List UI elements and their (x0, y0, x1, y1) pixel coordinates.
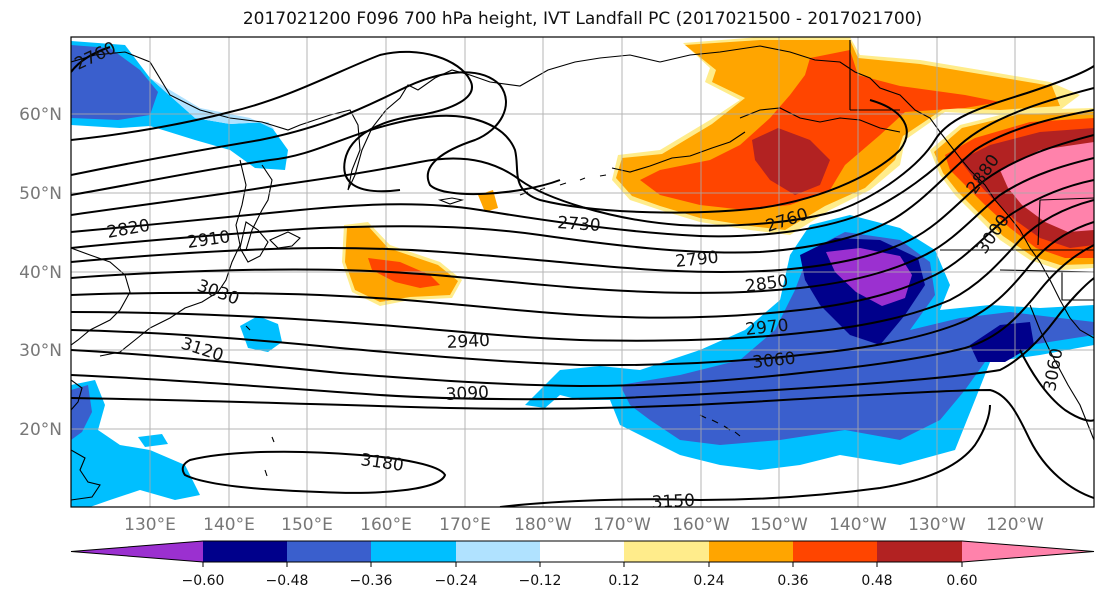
colorbar-swatch (203, 541, 287, 562)
colorbar-swatch (793, 541, 877, 562)
height-contours (71, 46, 1094, 507)
contour-label: 2940 (446, 331, 490, 353)
colorbar-swatches (70, 540, 1095, 563)
lat-label: 50°N (19, 184, 62, 204)
lon-label: 150°E (281, 515, 333, 535)
colorbar-label: −0.60 (182, 573, 225, 589)
lat-label: 30°N (19, 341, 62, 361)
colorbar-swatch (71, 541, 203, 562)
lon-label: 140°W (829, 515, 887, 535)
colorbar-ticks (202, 562, 963, 567)
contour-label: 2790 (674, 248, 719, 272)
ivt-negative-region (240, 316, 282, 352)
lat-label: 60°N (19, 105, 62, 125)
map-title: 2017021200 F096 700 hPa height, IVT Land… (242, 9, 923, 29)
colorbar-label: 0.12 (608, 573, 639, 589)
ivt-negative-region (150, 78, 275, 130)
colorbar-swatch (709, 541, 793, 562)
lon-label: 120°W (986, 515, 1044, 535)
lon-label: 140°E (203, 515, 255, 535)
colorbar-label: 0.36 (777, 573, 808, 589)
ivt-negative-region (970, 322, 1034, 362)
colorbar-swatch (287, 541, 371, 562)
ivt-positive-region (752, 128, 830, 195)
ivt-negative-region (138, 434, 168, 447)
lat-label: 20°N (19, 420, 62, 440)
colorbar-label: 0.60 (946, 573, 977, 589)
lon-label: 170°W (593, 515, 651, 535)
lon-label: 180°W (514, 515, 572, 535)
colorbar-swatch (371, 541, 456, 562)
map-panel: 2760 2820 2910 3030 3120 2730 2760 2790 … (71, 37, 1094, 513)
map-frame (70, 36, 1095, 508)
colorbar-swatch (540, 541, 624, 562)
lon-label: 130°E (124, 515, 176, 535)
contour-label: 3060 (751, 349, 796, 373)
colorbar-swatch (624, 541, 709, 562)
colorbar-label: −0.36 (350, 573, 393, 589)
lon-label: 160°W (672, 515, 730, 535)
colorbar-swatch (877, 541, 962, 562)
ivt-positive-region (640, 50, 1000, 210)
ivt-negative-region (71, 45, 158, 120)
colorbar-label: 0.48 (861, 573, 892, 589)
lon-label: 150°W (750, 515, 808, 535)
contour-label: 3090 (445, 383, 489, 405)
lat-label: 40°N (19, 263, 62, 283)
contour-label: 3150 (651, 491, 695, 513)
colorbar-swatch (456, 541, 540, 562)
colorbar-swatch (962, 541, 1094, 562)
colorbar: −0.60 −0.48 −0.36 −0.24 −0.12 0.12 0.24 … (70, 540, 1095, 589)
ivt-negative-region (71, 380, 200, 507)
lon-label: 160°E (360, 515, 412, 535)
colorbar-label: 0.24 (693, 573, 724, 589)
lon-label: 170°E (439, 515, 491, 535)
lon-label: 130°W (908, 515, 966, 535)
colorbar-label: −0.12 (519, 573, 562, 589)
contour-label: 2970 (744, 316, 789, 340)
colorbar-label: −0.24 (435, 573, 478, 589)
colorbar-label: −0.48 (266, 573, 309, 589)
contour-label: 2730 (557, 213, 602, 236)
ivt-positive-region (478, 190, 498, 212)
